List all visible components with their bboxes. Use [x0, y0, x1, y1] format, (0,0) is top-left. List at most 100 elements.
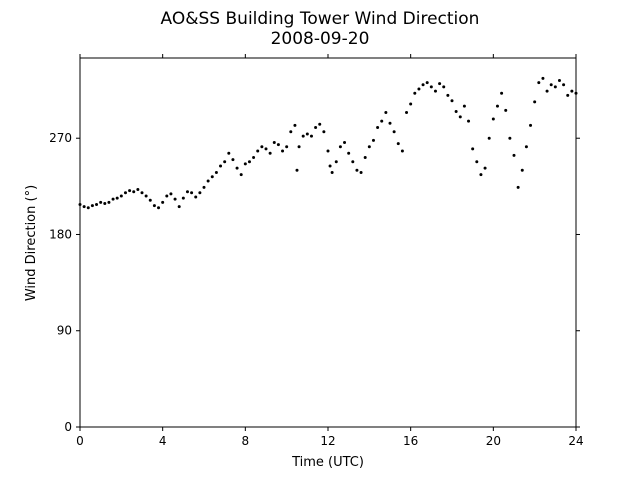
data-point [181, 196, 185, 200]
data-point [351, 160, 355, 164]
data-point [99, 200, 103, 204]
data-point [400, 149, 404, 153]
data-point [318, 122, 322, 126]
data-point [566, 93, 570, 97]
data-point [491, 117, 495, 121]
data-point [376, 126, 380, 130]
data-point [136, 188, 140, 192]
data-point [247, 160, 251, 164]
data-point [405, 111, 409, 115]
data-point [508, 136, 512, 140]
data-point [152, 204, 156, 208]
data-point [82, 205, 86, 209]
x-tick-label: 16 [403, 434, 418, 448]
data-point [305, 132, 309, 136]
data-point [334, 160, 338, 164]
data-point [297, 145, 301, 149]
data-point [483, 166, 487, 170]
data-point [355, 168, 359, 172]
data-point [285, 145, 289, 149]
data-point [533, 100, 537, 104]
x-tick-label: 12 [320, 434, 335, 448]
data-point [256, 149, 260, 153]
data-point [260, 145, 264, 149]
data-point [252, 155, 256, 159]
data-point [442, 85, 446, 89]
data-point [264, 147, 268, 151]
x-tick-label: 0 [76, 434, 84, 448]
data-point [529, 123, 533, 127]
data-point [231, 158, 235, 162]
data-point [295, 168, 299, 172]
data-point [363, 155, 367, 159]
data-point [190, 191, 194, 195]
data-point [111, 197, 115, 201]
y-tick-label: 0 [64, 420, 72, 434]
data-point [157, 206, 161, 210]
data-point [140, 191, 144, 195]
data-point [462, 104, 466, 108]
data-point [161, 200, 165, 204]
data-point [516, 185, 520, 189]
data-point [553, 85, 557, 89]
chart-subtitle: 2008-09-20 [271, 29, 370, 49]
data-point [343, 141, 347, 144]
data-point [549, 83, 553, 87]
data-point [128, 189, 132, 193]
chart-title: AO&SS Building Tower Wind Direction [161, 9, 480, 29]
data-point [314, 126, 318, 130]
data-point [388, 121, 392, 125]
data-point [413, 91, 417, 95]
data-point [396, 142, 400, 146]
data-points [78, 76, 578, 210]
data-point [281, 149, 285, 153]
data-point [223, 160, 227, 164]
data-point [268, 151, 272, 155]
data-point [148, 198, 152, 202]
x-tick-label: 24 [568, 434, 583, 448]
data-point [330, 170, 334, 174]
y-axis-label: Wind Direction (°) [24, 185, 39, 301]
data-point [322, 130, 326, 134]
data-point [272, 141, 276, 144]
data-point [557, 78, 561, 82]
x-tick-label: 20 [486, 434, 501, 448]
data-point [235, 166, 239, 170]
data-point [359, 170, 363, 174]
y-tick-label: 90 [57, 324, 72, 338]
data-point [524, 145, 528, 149]
data-point [132, 190, 136, 194]
x-tick-label: 4 [159, 434, 167, 448]
data-point [520, 168, 524, 172]
plot-area-frame [79, 57, 577, 428]
data-point [570, 89, 574, 93]
data-point [289, 130, 293, 134]
axis-ticks: 0 4 8 12 16 20 24 0 90 180 270 [49, 54, 584, 448]
data-point [367, 145, 371, 149]
y-tick-label: 270 [49, 131, 72, 145]
data-point [119, 194, 123, 198]
data-point [301, 134, 305, 138]
data-point [95, 203, 99, 207]
x-axis-label: Time (UTC) [291, 455, 364, 470]
data-point [425, 81, 429, 85]
data-point [219, 164, 223, 168]
data-point [107, 200, 111, 204]
data-point [537, 81, 541, 85]
data-point [326, 149, 330, 153]
data-point [458, 115, 462, 119]
data-point [446, 93, 450, 97]
data-point [475, 160, 479, 164]
data-point [103, 201, 107, 205]
data-point [421, 83, 425, 87]
data-point [86, 206, 90, 210]
data-point [123, 191, 127, 195]
data-point [173, 197, 177, 201]
data-point [214, 170, 218, 174]
data-point [115, 196, 119, 200]
data-point [276, 143, 280, 147]
data-point [471, 147, 475, 151]
data-point [177, 205, 181, 209]
data-point [454, 109, 458, 113]
